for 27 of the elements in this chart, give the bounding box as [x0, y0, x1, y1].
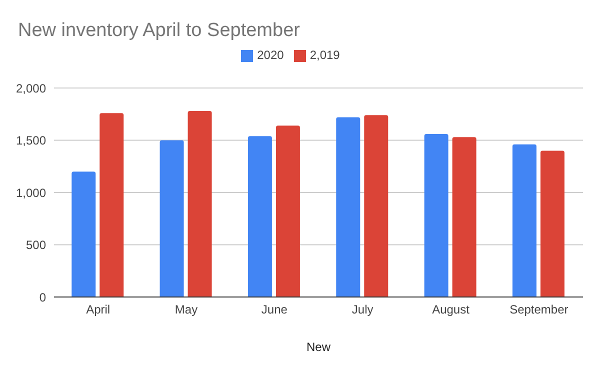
bar: [248, 136, 272, 297]
x-tick-label: June: [261, 302, 288, 317]
x-tick-label: August: [432, 302, 470, 317]
y-tick-label: 2,000: [16, 81, 46, 96]
x-tick-label: April: [86, 302, 110, 317]
x-tick-label: September: [510, 302, 568, 317]
x-tick-label: July: [352, 302, 374, 317]
y-tick-label: 1,500: [16, 134, 46, 148]
bar: [364, 115, 388, 297]
bar: [424, 134, 448, 297]
chart-title: New inventory April to September: [18, 20, 300, 42]
bar: [512, 144, 536, 297]
bar: [276, 126, 300, 297]
y-tick-label: 1,000: [16, 186, 46, 200]
bar: [452, 137, 476, 297]
bar: [188, 110, 212, 297]
y-tick-label: 0: [39, 290, 46, 304]
legend-label: 2,019: [310, 48, 340, 62]
bar: [100, 113, 124, 297]
legend-label: 2020: [257, 48, 284, 62]
bar: [160, 140, 184, 297]
y-tick-label: 500: [26, 238, 46, 252]
bar: [540, 150, 564, 297]
x-axis-title: New: [306, 340, 331, 354]
bar: [72, 172, 96, 297]
x-tick-label: May: [174, 302, 198, 317]
bar: [336, 117, 360, 297]
